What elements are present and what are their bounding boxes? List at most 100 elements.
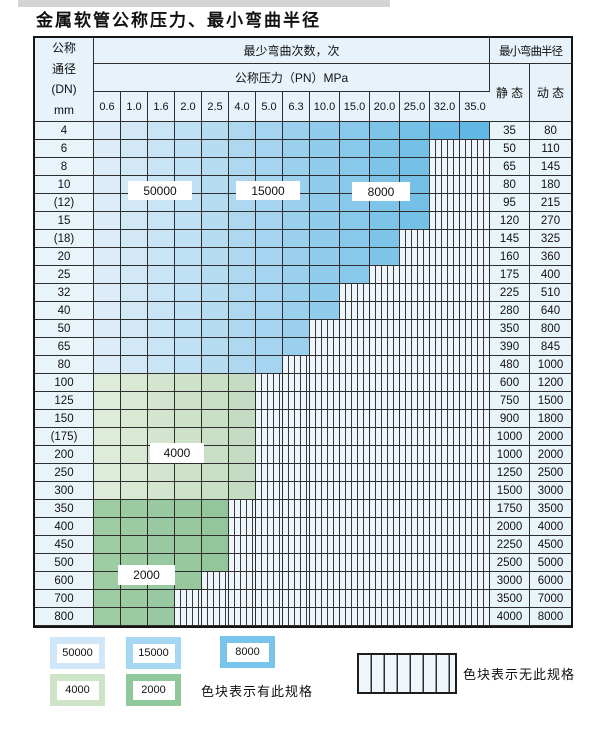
no-spec-cell: [229, 590, 256, 608]
zone-value-label: 2000: [118, 565, 175, 585]
no-spec-cell: [370, 374, 400, 392]
table-row: 200 1000 2000: [35, 446, 571, 464]
no-spec-cell: [283, 464, 310, 482]
dn-cell: 4: [35, 122, 94, 140]
no-spec-cell: [430, 374, 460, 392]
no-spec-cell: [310, 392, 340, 410]
static-radius-cell: 3000: [490, 572, 530, 590]
spec-available-cell: [202, 374, 229, 392]
spec-available-cell: [121, 266, 148, 284]
spec-available-cell: [202, 266, 229, 284]
spec-available-cell: [175, 554, 202, 572]
spec-available-cell: [121, 122, 148, 140]
spec-available-cell: [202, 230, 229, 248]
no-spec-cell: [229, 608, 256, 626]
dynamic-radius-cell: 2000: [530, 428, 571, 446]
no-spec-cell: [340, 500, 370, 518]
zone-value-label: 15000: [236, 181, 300, 200]
no-spec-cell: [460, 266, 490, 284]
dn-cell: 15: [35, 212, 94, 230]
no-spec-cell: [340, 302, 370, 320]
spec-available-cell: [94, 428, 121, 446]
spec-available-cell: [175, 482, 202, 500]
table-row: 40 280 640: [35, 302, 571, 320]
static-radius-cell: 750: [490, 392, 530, 410]
spec-available-cell: [283, 140, 310, 158]
dn-cell: 350: [35, 500, 94, 518]
spec-available-cell: [121, 302, 148, 320]
spec-available-cell: [148, 500, 175, 518]
spec-available-cell: [202, 518, 229, 536]
legend-swatch-label: 50000: [56, 643, 99, 663]
table-row: 80 480 1000: [35, 356, 571, 374]
spec-available-cell: [229, 230, 256, 248]
pressure-col-header: 5.0: [256, 92, 283, 122]
dn-cell: 125: [35, 392, 94, 410]
no-spec-cell: [400, 464, 430, 482]
spec-available-cell: [202, 302, 229, 320]
dn-header-line2: 通径: [51, 61, 76, 76]
spec-available-cell: [94, 392, 121, 410]
no-spec-cell: [430, 284, 460, 302]
pressure-col-header: 25.0: [400, 92, 430, 122]
legend-has-spec-text: 色块表示有此规格: [201, 684, 314, 699]
static-radius-cell: 2500: [490, 554, 530, 572]
spec-available-cell: [202, 410, 229, 428]
static-radius-cell: 145: [490, 230, 530, 248]
table-row: 500 2500 5000: [35, 554, 571, 572]
spec-available-cell: [310, 140, 340, 158]
dynamic-header: 动 态: [530, 64, 571, 122]
static-radius-cell: 480: [490, 356, 530, 374]
spec-available-cell: [175, 122, 202, 140]
no-spec-cell: [460, 572, 490, 590]
no-spec-cell: [370, 338, 400, 356]
legend-swatch-label: 4000: [56, 680, 99, 700]
no-spec-cell: [256, 608, 283, 626]
no-spec-cell: [460, 518, 490, 536]
no-spec-cell: [340, 410, 370, 428]
static-radius-cell: 1250: [490, 464, 530, 482]
spec-available-cell: [229, 410, 256, 428]
no-spec-cell: [229, 518, 256, 536]
spec-available-cell: [175, 338, 202, 356]
spec-available-cell: [121, 230, 148, 248]
no-spec-cell: [340, 518, 370, 536]
no-spec-cell: [256, 536, 283, 554]
no-spec-cell: [256, 428, 283, 446]
table-row: 8 65 145: [35, 158, 571, 176]
no-spec-cell: [310, 536, 340, 554]
no-spec-cell: [340, 464, 370, 482]
dynamic-radius-cell: 3500: [530, 500, 571, 518]
spec-available-cell: [283, 122, 310, 140]
spec-available-cell: [148, 122, 175, 140]
spec-available-cell: [175, 572, 202, 590]
spec-available-cell: [94, 266, 121, 284]
no-spec-cell: [460, 392, 490, 410]
spec-available-cell: [202, 392, 229, 410]
spec-available-cell: [121, 158, 148, 176]
legend-swatch: 8000: [220, 636, 275, 668]
spec-available-cell: [460, 122, 490, 140]
no-spec-cell: [229, 572, 256, 590]
dynamic-radius-cell: 215: [530, 194, 571, 212]
no-spec-cell: [400, 446, 430, 464]
dynamic-radius-cell: 3000: [530, 482, 571, 500]
spec-available-cell: [148, 338, 175, 356]
dn-cell: 6: [35, 140, 94, 158]
no-spec-cell: [430, 446, 460, 464]
dn-cell: 300: [35, 482, 94, 500]
legend-swatch: 2000: [126, 674, 181, 706]
static-radius-cell: 1500: [490, 482, 530, 500]
spec-available-cell: [175, 140, 202, 158]
spec-available-cell: [202, 554, 229, 572]
no-spec-cell: [256, 590, 283, 608]
dynamic-radius-cell: 80: [530, 122, 571, 140]
spec-available-cell: [310, 158, 340, 176]
dynamic-radius-cell: 145: [530, 158, 571, 176]
dn-cell: 40: [35, 302, 94, 320]
no-spec-cell: [256, 572, 283, 590]
spec-available-cell: [283, 230, 310, 248]
no-spec-cell: [430, 338, 460, 356]
static-radius-cell: 600: [490, 374, 530, 392]
